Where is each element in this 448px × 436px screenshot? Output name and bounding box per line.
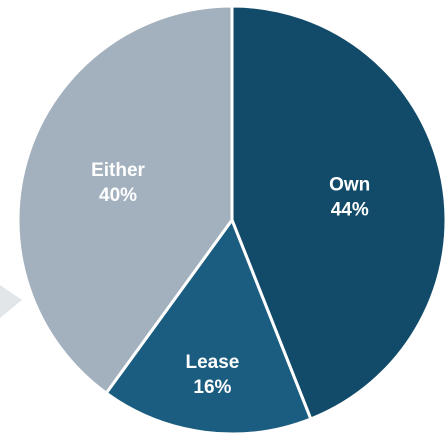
slice-label: Either [91, 160, 145, 181]
decoration [0, 285, 22, 318]
pie-slice [16, 4, 234, 395]
slice-value: 44% [331, 200, 369, 221]
pie-slice [104, 218, 313, 436]
slice-value: 16% [193, 377, 231, 398]
slice-label: Lease [185, 352, 239, 373]
slice-value: 40% [99, 185, 137, 206]
slice-label: Own [329, 175, 370, 196]
pie-slice [230, 4, 448, 421]
